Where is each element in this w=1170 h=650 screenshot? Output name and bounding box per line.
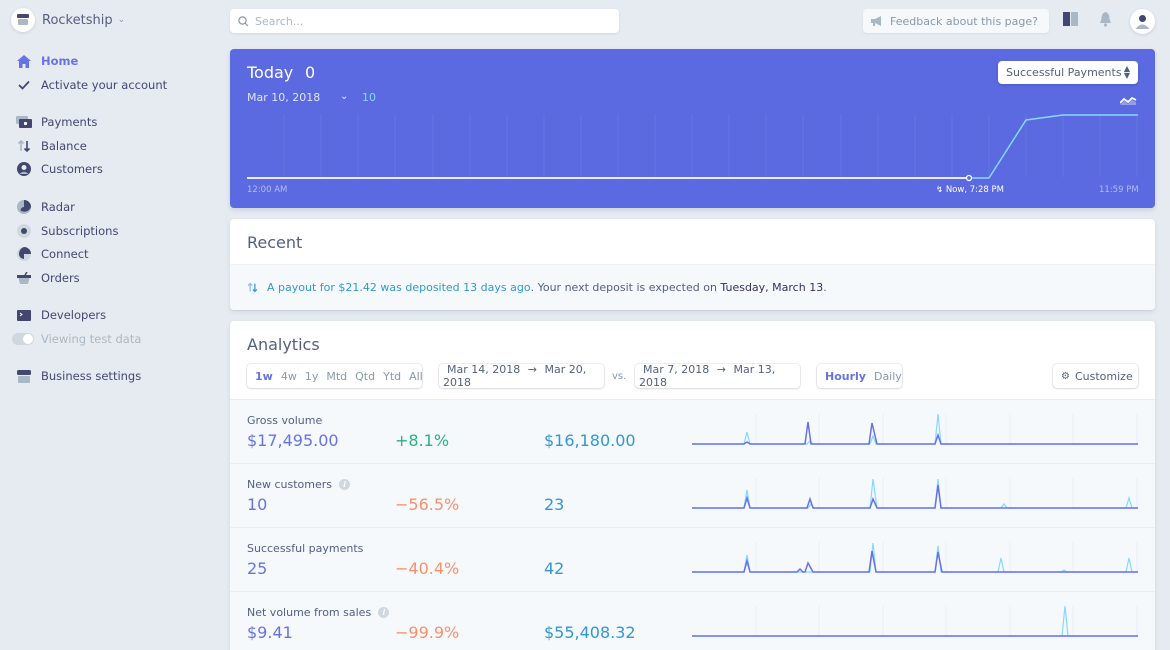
metric-row-successful-payments[interactable]: Successful payments 25 −40.4% 42 — [230, 527, 1155, 591]
sidebar-item-radar[interactable]: Radar — [16, 198, 75, 216]
account-switcher[interactable]: Rocketship ⌄ — [11, 8, 125, 32]
range-4w[interactable]: 4w — [280, 369, 297, 383]
sparkline-chart — [692, 542, 1138, 573]
subscriptions-icon — [16, 223, 32, 239]
user-icon — [1135, 15, 1150, 29]
gear-icon: ⚙ — [1061, 370, 1070, 382]
granularity-selector: Hourly Daily — [817, 364, 902, 388]
range-1y[interactable]: 1y — [304, 369, 319, 383]
sidebar-item-connect[interactable]: Connect — [16, 245, 89, 263]
sidebar-item-subscriptions[interactable]: Subscriptions — [16, 222, 118, 240]
metric-change: −40.4% — [395, 559, 460, 578]
axis-end-label: 11:59 PM — [1099, 185, 1139, 195]
store-logo-icon — [11, 8, 35, 32]
sparkline-chart — [692, 413, 1138, 445]
sidebar-item-activate[interactable]: Activate your account — [16, 76, 167, 94]
sidebar-item-customers[interactable]: Customers — [16, 160, 103, 178]
compare-value: 10 — [362, 91, 376, 104]
today-count: 0 — [305, 63, 316, 82]
metric-change: −56.5% — [395, 495, 460, 514]
payout-notice: A payout for $21.42 was deposited 13 day… — [230, 264, 1155, 310]
search-input[interactable] — [255, 14, 595, 28]
payments-icon — [16, 114, 32, 130]
balance-icon — [16, 138, 32, 154]
metric-row-net-volume[interactable]: Net volume from sales i $9.41 −99.9% $55,… — [230, 591, 1155, 650]
sidebar-item-orders[interactable]: Orders — [16, 269, 80, 287]
payout-arrows-icon — [247, 282, 258, 293]
today-title: Today — [247, 63, 294, 82]
today-chart — [247, 114, 1138, 182]
metric-previous: 42 — [544, 559, 565, 578]
range-1w[interactable]: 1w — [255, 369, 273, 383]
compare-dropdown-chevron-icon[interactable]: ⌄ — [340, 91, 349, 102]
now-marker: ↯ Now, 7:28 PM — [936, 185, 1004, 195]
check-icon — [16, 77, 32, 93]
metric-value: 10 — [247, 495, 268, 514]
granularity-hourly[interactable]: Hourly — [825, 369, 866, 383]
today-date: Mar 10, 2018 — [247, 91, 321, 104]
metric-value: $17,495.00 — [247, 431, 339, 450]
docs-book-icon[interactable] — [1063, 12, 1078, 29]
select-arrows-icon: ▲ ▼ — [1123, 64, 1130, 80]
info-icon[interactable]: i — [378, 607, 390, 618]
account-name: Rocketship — [42, 12, 113, 28]
range-qtd[interactable]: Qtd — [355, 369, 376, 383]
search-icon — [238, 15, 249, 27]
axis-start-label: 12:00 AM — [247, 185, 288, 195]
lightning-icon: ↯ — [936, 185, 946, 195]
orders-icon — [16, 270, 32, 286]
sparkline-chart — [692, 605, 1138, 637]
customers-icon — [16, 161, 32, 177]
sidebar-item-developers[interactable]: Developers — [16, 306, 106, 324]
toggle-icon[interactable] — [12, 333, 34, 345]
connect-icon — [16, 246, 32, 262]
vs-label: vs. — [612, 371, 627, 382]
range-all[interactable]: All — [409, 369, 423, 383]
user-avatar[interactable] — [1130, 9, 1155, 34]
radar-icon — [16, 199, 32, 215]
test-data-toggle[interactable]: Viewing test data — [12, 330, 141, 348]
feedback-button[interactable]: Feedback about this page? — [863, 9, 1049, 33]
metric-value: $9.41 — [247, 623, 293, 642]
store-icon — [16, 368, 32, 384]
recent-title: Recent — [247, 233, 303, 252]
trend-line-icon[interactable] — [1119, 94, 1137, 108]
metric-row-new-customers[interactable]: New customers i 10 −56.5% 23 — [230, 463, 1155, 527]
notifications-bell-icon[interactable] — [1099, 12, 1112, 30]
sidebar-item-home[interactable]: Home — [16, 52, 78, 70]
metric-change: +8.1% — [395, 431, 450, 450]
metric-value: 25 — [247, 559, 268, 578]
info-icon[interactable]: i — [339, 479, 351, 490]
search-bar[interactable] — [230, 9, 619, 33]
sidebar-item-balance[interactable]: Balance — [16, 137, 87, 155]
megaphone-icon — [871, 16, 883, 26]
feedback-label: Feedback about this page? — [890, 14, 1038, 28]
terminal-icon — [16, 307, 32, 323]
range-ytd[interactable]: Ytd — [383, 369, 402, 383]
current-period-picker[interactable]: Mar 14, 2018 → Mar 20, 2018 — [439, 363, 604, 389]
metric-select[interactable]: Successful Payments ▲ ▼ — [998, 61, 1138, 84]
range-selector: 1w 4w 1y Mtd Qtd Ytd All — [247, 364, 423, 388]
next-deposit-date: Tuesday, March 13 — [720, 281, 824, 294]
analytics-card: Analytics 1w 4w 1y Mtd Qtd Ytd All Mar 1… — [230, 321, 1155, 650]
metric-previous: 23 — [544, 495, 565, 514]
chevron-down-icon: ⌄ — [117, 15, 126, 25]
sidebar-item-payments[interactable]: Payments — [16, 113, 97, 131]
granularity-daily[interactable]: Daily — [873, 369, 902, 383]
recent-card: Recent A payout for $21.42 was deposited… — [230, 219, 1155, 310]
metric-previous: $16,180.00 — [544, 431, 636, 450]
today-panel: Today 0 Mar 10, 2018 ⌄ 10 Successful Pay… — [230, 49, 1155, 208]
payout-link[interactable]: A payout for $21.42 was deposited 13 day… — [267, 281, 531, 294]
analytics-title: Analytics — [247, 335, 320, 354]
metric-previous: $55,408.32 — [544, 623, 636, 642]
sparkline-chart — [692, 478, 1138, 509]
metric-row-gross-volume[interactable]: Gross volume $17,495.00 +8.1% $16,180.00 — [230, 399, 1155, 463]
metric-change: −99.9% — [395, 623, 460, 642]
sidebar-item-business-settings[interactable]: Business settings — [16, 367, 141, 385]
home-icon — [16, 53, 32, 69]
sidebar: Rocketship ⌄ Home Activate your account … — [0, 0, 228, 650]
customize-button[interactable]: ⚙ Customize — [1053, 364, 1138, 388]
compare-period-picker[interactable]: Mar 7, 2018 → Mar 13, 2018 — [635, 363, 800, 389]
range-mtd[interactable]: Mtd — [326, 369, 348, 383]
